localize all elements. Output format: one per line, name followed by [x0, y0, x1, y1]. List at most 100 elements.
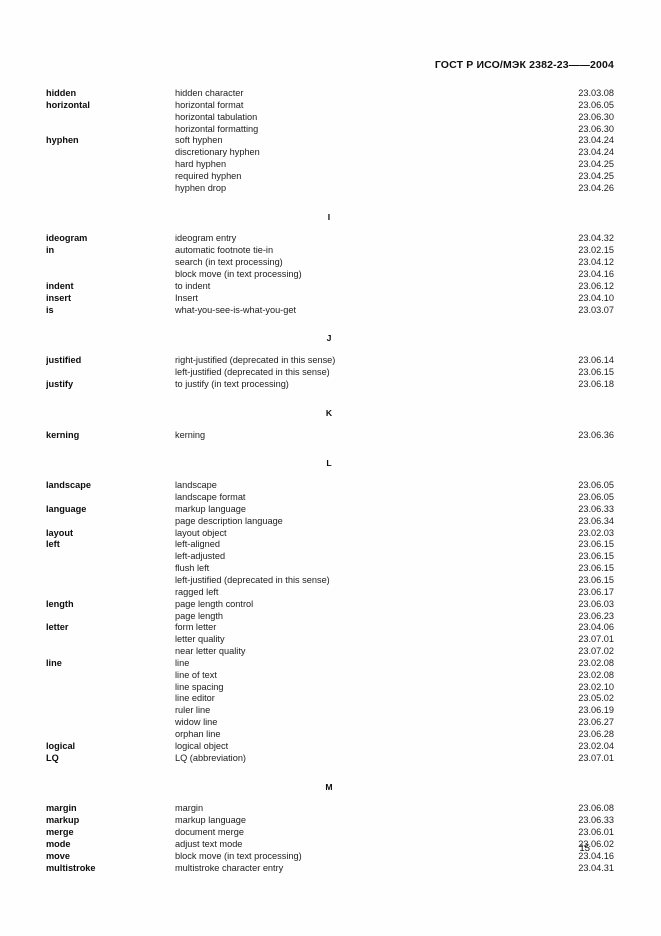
- index-term: left: [46, 539, 60, 550]
- index-entry-row: line line 23.02.08: [46, 658, 614, 670]
- index-reference-number: 23.06.33: [578, 503, 614, 514]
- index-entry-text: page description language: [175, 515, 283, 526]
- index-entry-row: landscape format 23.06.05: [46, 492, 614, 504]
- index-entry-text: left-aligned: [175, 539, 220, 550]
- index-entry-row: LQ LQ (abbreviation) 23.07.01: [46, 753, 614, 765]
- index-reference-number: 23.06.15: [578, 575, 614, 585]
- section-spacer: [46, 345, 614, 355]
- index-entry-text: markup language: [175, 503, 246, 514]
- index-entry-row: horizontal tabulation 23.06.30: [46, 112, 614, 124]
- index-reference-number: 23.06.34: [578, 515, 614, 526]
- index-reference-number: 23.03.07: [578, 304, 614, 315]
- index-reference-number: 23.06.15: [578, 367, 614, 378]
- index-entry-row: near letter quality 23.07.02: [46, 646, 614, 658]
- index-reference-number: 23.06.28: [578, 728, 614, 739]
- index-reference-number: 23.06.12: [578, 280, 614, 291]
- index-entry-text: orphan line: [175, 728, 221, 739]
- index-entry-text: landscape: [175, 480, 217, 491]
- index-entry-text: margin: [175, 803, 204, 814]
- index-reference-number: 23.02.04: [578, 740, 614, 751]
- index-entry-text: line spacing: [175, 681, 224, 692]
- index-entry-row: hidden hidden character 23.03.08: [46, 88, 614, 100]
- index-entry-text: widow line: [175, 717, 218, 728]
- index-entry-text: right-justified (deprecated in this sens…: [175, 355, 336, 366]
- index-reference-number: 23.06.15: [578, 539, 614, 550]
- index-entry-row: hyphen drop 23.04.26: [46, 183, 614, 195]
- index-entry-text: what-you-see-is-what-you-get: [175, 304, 297, 315]
- index-reference-number: 23.06.14: [578, 355, 614, 366]
- running-header-standard-number: ГОСТ Р ИСО/МЭК 2382-23——2004: [434, 59, 614, 71]
- index-entry-row: is what-you-see-is-what-you-get 23.03.07: [46, 305, 614, 317]
- index-entry-row: ideogram ideogram entry 23.04.32: [46, 233, 614, 245]
- section-spacer: [46, 765, 614, 782]
- index-term: language: [46, 503, 87, 514]
- index-entry-row: landscape landscape 23.06.05: [46, 480, 614, 492]
- index-entry-row: kerning kerning 23.06.36: [46, 430, 614, 442]
- index-term: layout: [46, 527, 74, 538]
- index-reference-number: 23.02.03: [578, 527, 614, 538]
- index-term: insert: [46, 292, 72, 303]
- index-reference-number: 23.06.05: [578, 492, 614, 503]
- index-entry-text: kerning: [175, 429, 206, 440]
- index-reference-number: 23.04.06: [578, 622, 614, 633]
- index-entry-row: in automatic footnote tie-in 23.02.15: [46, 245, 614, 257]
- index-entry-text: automatic footnote tie-in: [175, 245, 274, 256]
- index-term: LQ: [46, 752, 59, 763]
- index-reference-number: 23.04.10: [578, 292, 614, 303]
- index-reference-number: 23.06.05: [578, 99, 614, 110]
- index-entry-text: search (in text processing): [175, 257, 283, 268]
- index-entry-row: move block move (in text processing) 23.04…: [46, 851, 614, 863]
- section-letter-heading: I: [327, 211, 331, 222]
- index-reference-number: 23.06.15: [578, 563, 614, 574]
- index-entry-row: letter form letter 23.04.06: [46, 622, 614, 634]
- index-term: merge: [46, 827, 74, 838]
- index-reference-number: 23.04.24: [578, 135, 614, 146]
- index-entry-text: left-justified (deprecated in this sense…: [175, 367, 330, 378]
- index-entry-row: letter quality 23.07.01: [46, 634, 614, 646]
- index-term: line: [46, 657, 62, 668]
- index-term: is: [46, 304, 54, 315]
- index-reference-number: 23.06.18: [578, 378, 614, 389]
- index-entry-row: line of text 23.02.08: [46, 670, 614, 682]
- index-entry-text: horizontal formatting: [175, 123, 259, 134]
- index-entry-row: line editor 23.05.02: [46, 693, 614, 705]
- index-entry-row: block move (in text processing) 23.04.16: [46, 269, 614, 281]
- index-entry-text: near letter quality: [175, 646, 246, 657]
- section-spacer: [46, 470, 614, 480]
- index-entry-row: orphan line 23.06.28: [46, 729, 614, 741]
- index-entry-text: hyphen drop: [175, 182, 227, 193]
- index-entry-text: ideogram entry: [175, 233, 237, 244]
- index-entry-row: margin margin 23.06.08: [46, 803, 614, 815]
- index-term: indent: [46, 280, 74, 291]
- index-entry-row: ragged left 23.06.17: [46, 587, 614, 599]
- index-reference-number: 23.04.26: [578, 182, 614, 193]
- index-entry-text: line editor: [175, 693, 215, 704]
- index-reference-number: 23.02.08: [578, 657, 614, 668]
- index-entry-row: indent to indent 23.06.12: [46, 281, 614, 293]
- index-entry-text: line of text: [175, 669, 217, 680]
- index-reference-number: 23.06.23: [578, 610, 614, 621]
- index-reference-number: 23.06.03: [578, 598, 614, 609]
- index-reference-number: 23.06.08: [578, 803, 614, 814]
- index-entry-text: required hyphen: [175, 170, 242, 181]
- index-term: multistroke: [46, 862, 96, 873]
- index-entry-row: page description language 23.06.34: [46, 516, 614, 528]
- index-entry-text: to justify (in text processing): [175, 378, 289, 389]
- index-term: markup: [46, 815, 80, 826]
- index-reference-number: 23.05.02: [578, 693, 614, 704]
- index-entry-text: landscape format: [175, 492, 246, 503]
- index-reference-number: 23.06.01: [578, 827, 614, 838]
- index-term: logical: [46, 740, 76, 751]
- section-letter-heading: J: [326, 333, 332, 344]
- index-entry-row: mode adjust text mode 23.06.02: [46, 839, 614, 851]
- index-entry-text: horizontal tabulation: [175, 111, 258, 122]
- index-reference-number: 23.04.25: [578, 170, 614, 181]
- index-entry-row: left left-aligned 23.06.15: [46, 539, 614, 551]
- index-entry-row: justified right-justified (deprecated in …: [46, 355, 614, 367]
- index-reference-number: 23.07.02: [578, 646, 614, 657]
- index-entry-row: layout layout object 23.02.03: [46, 528, 614, 540]
- index-term: kerning: [46, 429, 80, 440]
- index-reference-number: 23.04.16: [578, 850, 614, 861]
- index-term: in: [46, 245, 55, 256]
- index-term: hyphen: [46, 135, 79, 146]
